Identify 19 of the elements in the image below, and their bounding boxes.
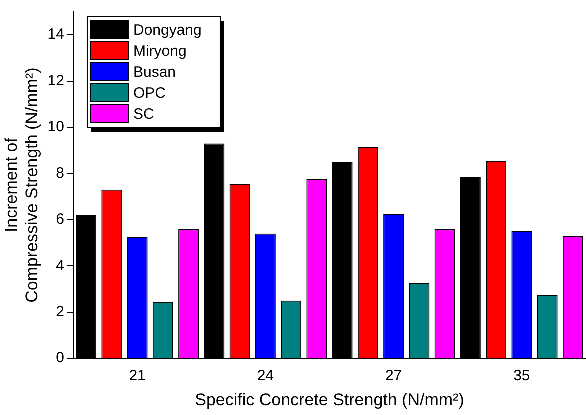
y-tick-label: 14: [48, 26, 64, 44]
legend-label: Busan: [133, 64, 176, 82]
x-axis-title: Specific Concrete Strength (N/mm²): [195, 390, 464, 410]
x-tick-label: 27: [385, 368, 402, 385]
y-tick-label: 12: [48, 72, 64, 90]
x-tick-label: 35: [514, 368, 530, 385]
legend-label: Miryong: [133, 43, 187, 60]
y-tick-label: 2: [56, 304, 64, 321]
x-tick-label: 21: [129, 368, 146, 385]
y-tick-label: 0: [56, 350, 64, 367]
x-tick-label: 24: [257, 368, 274, 385]
legend-label: SC: [133, 106, 154, 124]
y-tick-label: 6: [56, 211, 64, 228]
legend-label: OPC: [133, 85, 166, 102]
legend-label: Dongyang: [133, 22, 202, 40]
y-axis-title: Increment of Compressive Strength (N/mm²): [2, 68, 42, 303]
y-tick-label: 8: [56, 164, 64, 182]
y-tick-label: 10: [48, 118, 64, 136]
y-tick-label: 4: [56, 257, 64, 274]
